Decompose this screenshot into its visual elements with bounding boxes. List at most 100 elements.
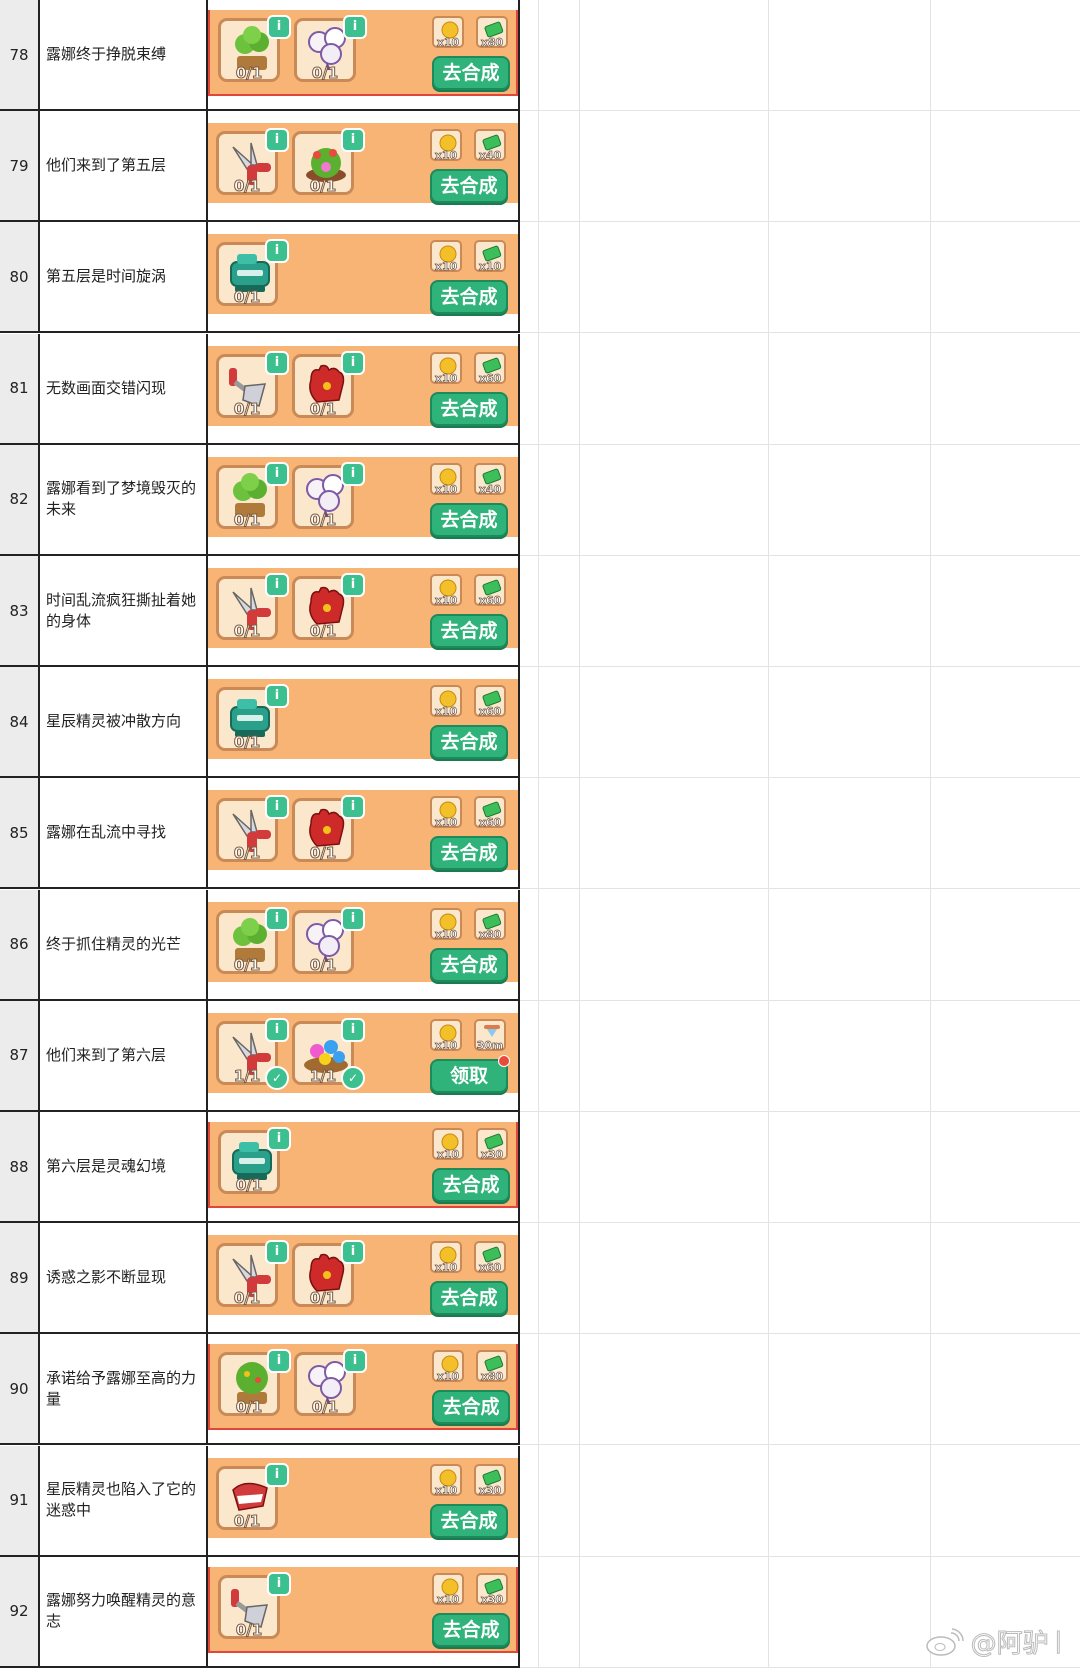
cash-icon xyxy=(482,579,502,596)
reward-hourglass: 30m xyxy=(474,1018,506,1052)
go-craft-button[interactable]: 去合成 xyxy=(430,836,508,871)
info-icon[interactable]: i xyxy=(265,795,289,820)
go-craft-button[interactable]: 去合成 xyxy=(430,725,508,760)
go-craft-button[interactable]: 去合成 xyxy=(430,1281,508,1316)
item-slot-scissors[interactable]: 1/1 i ✓ xyxy=(216,1017,289,1090)
column-divider xyxy=(538,0,539,1668)
item-slot-potted-plant[interactable]: 0/1 i xyxy=(218,15,291,83)
rake-icon xyxy=(229,367,267,407)
item-slot-machine[interactable]: 0/1 i xyxy=(216,239,289,307)
info-icon[interactable]: i xyxy=(341,128,365,153)
item-slot-glove[interactable]: 0/1 i xyxy=(292,795,365,863)
item-slot-rake[interactable]: 0/1 i xyxy=(218,1571,291,1639)
go-craft-button[interactable]: 去合成 xyxy=(430,947,508,982)
info-icon[interactable]: i xyxy=(265,461,289,486)
row-number: 83 xyxy=(0,556,40,667)
item-slot-scissors[interactable]: 0/1 i xyxy=(216,128,289,196)
claim-button[interactable]: 领取 xyxy=(430,1054,510,1093)
reward-gold-coin: x10 xyxy=(432,1572,464,1606)
item-slot-fruit-tree[interactable]: 0/1 i xyxy=(218,1349,291,1417)
info-icon[interactable]: i xyxy=(341,1240,365,1265)
item-slot-glove-white[interactable]: 0/1 i xyxy=(216,1462,289,1530)
go-craft-button[interactable]: 去合成 xyxy=(430,169,508,204)
task-screenshot-cell: 0/1 i 0/1 i x10 x60 去合成 xyxy=(208,556,520,667)
item-slot-flower-bush[interactable]: 0/1 i xyxy=(292,128,365,196)
info-icon[interactable]: i xyxy=(341,461,365,486)
go-craft-button[interactable]: 去合成 xyxy=(432,1168,510,1202)
table-row: 84 星辰精灵被冲散方向 0/1 i x10 x60 去合成 xyxy=(0,667,1080,779)
scissors-icon xyxy=(232,810,271,853)
reward-cash: x60 xyxy=(474,574,506,607)
item-slot-glove[interactable]: 0/1 i xyxy=(292,1240,365,1308)
go-craft-button[interactable]: 去合成 xyxy=(430,1503,508,1538)
info-icon[interactable]: i xyxy=(267,15,291,39)
info-icon[interactable]: i xyxy=(265,684,289,709)
button-label: 去合成 xyxy=(440,731,498,754)
task-panel: 0/1 i 0/1 i x10 x60 去合成 xyxy=(208,345,518,426)
item-slot-balloons[interactable]: 0/1 i xyxy=(294,1349,367,1417)
item-slot-potted-plant[interactable]: 0/1 i xyxy=(216,461,289,529)
info-icon[interactable]: i xyxy=(265,906,289,931)
button-label: 去合成 xyxy=(440,286,498,309)
item-slot-glove[interactable]: 0/1 i xyxy=(292,573,365,641)
go-craft-button[interactable]: 去合成 xyxy=(430,391,508,426)
table-row: 88 第六层是灵魂幻境 0/1 i x10 x30 去合成 xyxy=(0,1112,1080,1223)
go-craft-button[interactable]: 去合成 xyxy=(430,280,508,315)
item-slot-flower-basket[interactable]: 1/1 i ✓ xyxy=(292,1017,365,1090)
info-icon[interactable]: i xyxy=(267,1127,291,1151)
info-icon[interactable]: i xyxy=(343,15,367,39)
info-icon[interactable]: i xyxy=(265,350,289,375)
info-icon[interactable]: i xyxy=(341,795,365,820)
item-slot-potted-plant[interactable]: 0/1 i xyxy=(216,906,289,974)
info-icon[interactable]: i xyxy=(267,1571,291,1596)
reward-amount: x40 xyxy=(478,482,502,496)
reward-amount: x30 xyxy=(480,1592,504,1606)
item-slot-scissors[interactable]: 0/1 i xyxy=(216,795,289,863)
info-icon[interactable]: i xyxy=(265,239,289,264)
machine-icon xyxy=(232,1142,272,1180)
row-number: 89 xyxy=(0,1223,40,1335)
item-slot-scissors[interactable]: 0/1 i xyxy=(216,1240,289,1308)
task-screenshot-cell: 0/1 i x10 x30 去合成 xyxy=(208,1556,520,1668)
info-icon[interactable]: i xyxy=(343,1349,367,1374)
info-icon[interactable]: i xyxy=(265,128,289,153)
item-slot-balloons[interactable]: 0/1 i xyxy=(292,906,365,974)
info-icon[interactable]: i xyxy=(267,1349,291,1374)
cash-icon xyxy=(482,1246,502,1263)
info-icon[interactable]: i xyxy=(341,573,365,597)
go-craft-button[interactable]: 去合成 xyxy=(430,614,508,648)
go-craft-button[interactable]: 去合成 xyxy=(432,1390,510,1425)
gold-coin-icon xyxy=(439,1469,457,1487)
reward-amount: x40 xyxy=(478,149,502,163)
reward-cash: x30 xyxy=(476,1572,508,1606)
task-panel: 1/1 i ✓ 1/1 i ✓ x10 30m 领取 xyxy=(208,1012,518,1093)
item-progress: 0/1 xyxy=(309,510,337,529)
info-icon[interactable]: i xyxy=(341,1017,365,1042)
item-progress: 0/1 xyxy=(309,177,337,196)
gold-coin-icon xyxy=(441,1133,459,1151)
go-craft-button[interactable]: 去合成 xyxy=(432,1612,510,1647)
info-icon[interactable]: i xyxy=(265,1240,289,1265)
info-icon[interactable]: i xyxy=(341,350,365,375)
item-slot-machine[interactable]: 0/1 i xyxy=(218,1127,291,1195)
item-slot-balloons[interactable]: 0/1 i xyxy=(294,15,367,83)
item-slot-scissors[interactable]: 0/1 i xyxy=(216,573,289,641)
item-slot-balloons[interactable]: 0/1 i xyxy=(292,461,365,529)
table-row: 91 星辰精灵也陷入了它的迷惑中 0/1 i x10 x30 去合成 xyxy=(0,1445,1080,1557)
item-slot-glove[interactable]: 0/1 i xyxy=(292,350,365,418)
item-slot-machine[interactable]: 0/1 i xyxy=(216,684,289,752)
item-progress: 0/1 xyxy=(233,288,261,307)
info-icon[interactable]: i xyxy=(265,1462,289,1487)
item-slot-rake[interactable]: 0/1 i xyxy=(216,350,289,418)
go-craft-button[interactable]: 去合成 xyxy=(430,502,508,537)
button-label: 去合成 xyxy=(440,175,498,198)
info-icon[interactable]: i xyxy=(265,1017,289,1042)
task-title: 他们来到了第五层 xyxy=(40,111,208,223)
potted-plant-icon xyxy=(235,26,269,70)
reward-cash: x80 xyxy=(476,16,508,49)
button-label: 去合成 xyxy=(440,620,498,642)
info-icon[interactable]: i xyxy=(341,906,365,931)
info-icon[interactable]: i xyxy=(265,573,289,597)
reward-amount: x30 xyxy=(480,1148,504,1162)
go-craft-button[interactable]: 去合成 xyxy=(432,56,510,90)
